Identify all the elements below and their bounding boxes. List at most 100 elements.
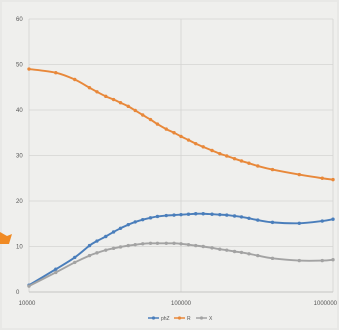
data-point xyxy=(225,213,229,217)
data-point xyxy=(239,215,244,219)
data-point xyxy=(297,172,301,177)
data-point xyxy=(87,243,92,248)
data-point xyxy=(210,148,214,153)
data-point xyxy=(118,101,123,105)
legend-label: R xyxy=(187,316,191,322)
data-point xyxy=(331,217,335,221)
data-point xyxy=(247,252,251,256)
data-point xyxy=(87,86,92,90)
data-point xyxy=(126,104,130,109)
data-point xyxy=(172,131,176,135)
data-point xyxy=(270,220,275,225)
y-tick-label: 20 xyxy=(16,199,23,205)
data-point xyxy=(73,260,77,265)
data-point xyxy=(186,138,191,142)
legend-marker xyxy=(199,316,204,320)
data-point xyxy=(148,117,153,122)
data-point xyxy=(95,251,99,255)
x-tick-label: 10000 xyxy=(19,301,36,307)
y-tick-label: 30 xyxy=(16,154,23,160)
legend-label: phZ xyxy=(161,316,170,322)
data-point xyxy=(201,145,205,149)
data-point xyxy=(247,216,251,220)
legend-item: X xyxy=(196,316,213,322)
data-point xyxy=(118,226,123,230)
data-point xyxy=(133,108,137,113)
series-X xyxy=(27,241,335,288)
y-tick-label: 40 xyxy=(16,108,23,114)
data-point xyxy=(232,249,237,254)
data-point xyxy=(164,241,168,246)
data-point xyxy=(320,219,324,223)
data-point xyxy=(218,247,222,251)
data-point xyxy=(247,161,251,165)
data-point xyxy=(141,113,145,117)
y-tick-label: 10 xyxy=(16,245,23,251)
data-point xyxy=(232,156,237,161)
x-tick-label: 1000000 xyxy=(314,301,338,307)
series-phZ xyxy=(27,212,335,287)
data-point xyxy=(148,216,153,220)
data-point xyxy=(155,241,160,246)
data-point xyxy=(179,212,183,217)
data-point xyxy=(194,141,198,146)
legend-item: R xyxy=(174,316,191,322)
data-point xyxy=(95,90,99,94)
data-point xyxy=(141,242,145,246)
data-point xyxy=(218,212,222,217)
data-point xyxy=(73,255,77,260)
plot-background xyxy=(2,2,337,328)
data-point xyxy=(155,122,160,126)
pointer-arrow-icon xyxy=(0,232,12,244)
data-point xyxy=(164,213,168,218)
data-point xyxy=(210,212,214,216)
data-point xyxy=(133,242,137,247)
axes: 0 10 20 30 40 50 60 10000 100000 1000000 xyxy=(16,17,338,307)
series-R xyxy=(27,67,335,182)
legend-marker xyxy=(151,316,156,320)
data-point xyxy=(111,246,116,251)
data-point xyxy=(141,217,145,222)
data-point xyxy=(27,284,31,288)
data-point xyxy=(148,241,153,246)
legend-label: X xyxy=(209,316,213,322)
data-point xyxy=(270,167,275,172)
data-point xyxy=(186,242,191,247)
data-point xyxy=(179,242,183,246)
data-point xyxy=(239,250,244,255)
data-point xyxy=(104,94,108,99)
data-point xyxy=(155,214,160,219)
data-point xyxy=(232,214,237,218)
y-tick-label: 0 xyxy=(16,290,20,296)
data-point xyxy=(111,230,116,234)
grid xyxy=(28,18,334,293)
series-layer xyxy=(27,67,335,288)
x-tick-label: 100000 xyxy=(171,301,192,307)
data-point xyxy=(194,243,198,248)
data-point xyxy=(320,258,324,263)
data-point xyxy=(73,77,77,82)
data-point xyxy=(164,127,168,131)
y-tick-label: 60 xyxy=(16,17,23,23)
data-point xyxy=(270,256,275,261)
legend-item: phZ xyxy=(148,316,170,322)
data-point xyxy=(54,70,58,75)
data-point xyxy=(201,212,205,216)
data-point xyxy=(172,213,176,217)
data-point xyxy=(172,241,176,246)
data-point xyxy=(179,134,183,139)
data-point xyxy=(186,212,191,216)
data-point xyxy=(297,221,301,225)
y-tick-label: 50 xyxy=(16,63,23,69)
data-point xyxy=(201,244,205,249)
data-point xyxy=(104,234,108,239)
data-point xyxy=(27,67,31,71)
data-point xyxy=(239,159,244,163)
data-point xyxy=(218,151,222,156)
data-point xyxy=(256,253,260,258)
data-point xyxy=(126,243,130,248)
data-point xyxy=(225,154,229,158)
data-point xyxy=(133,220,137,224)
data-point xyxy=(331,257,335,262)
